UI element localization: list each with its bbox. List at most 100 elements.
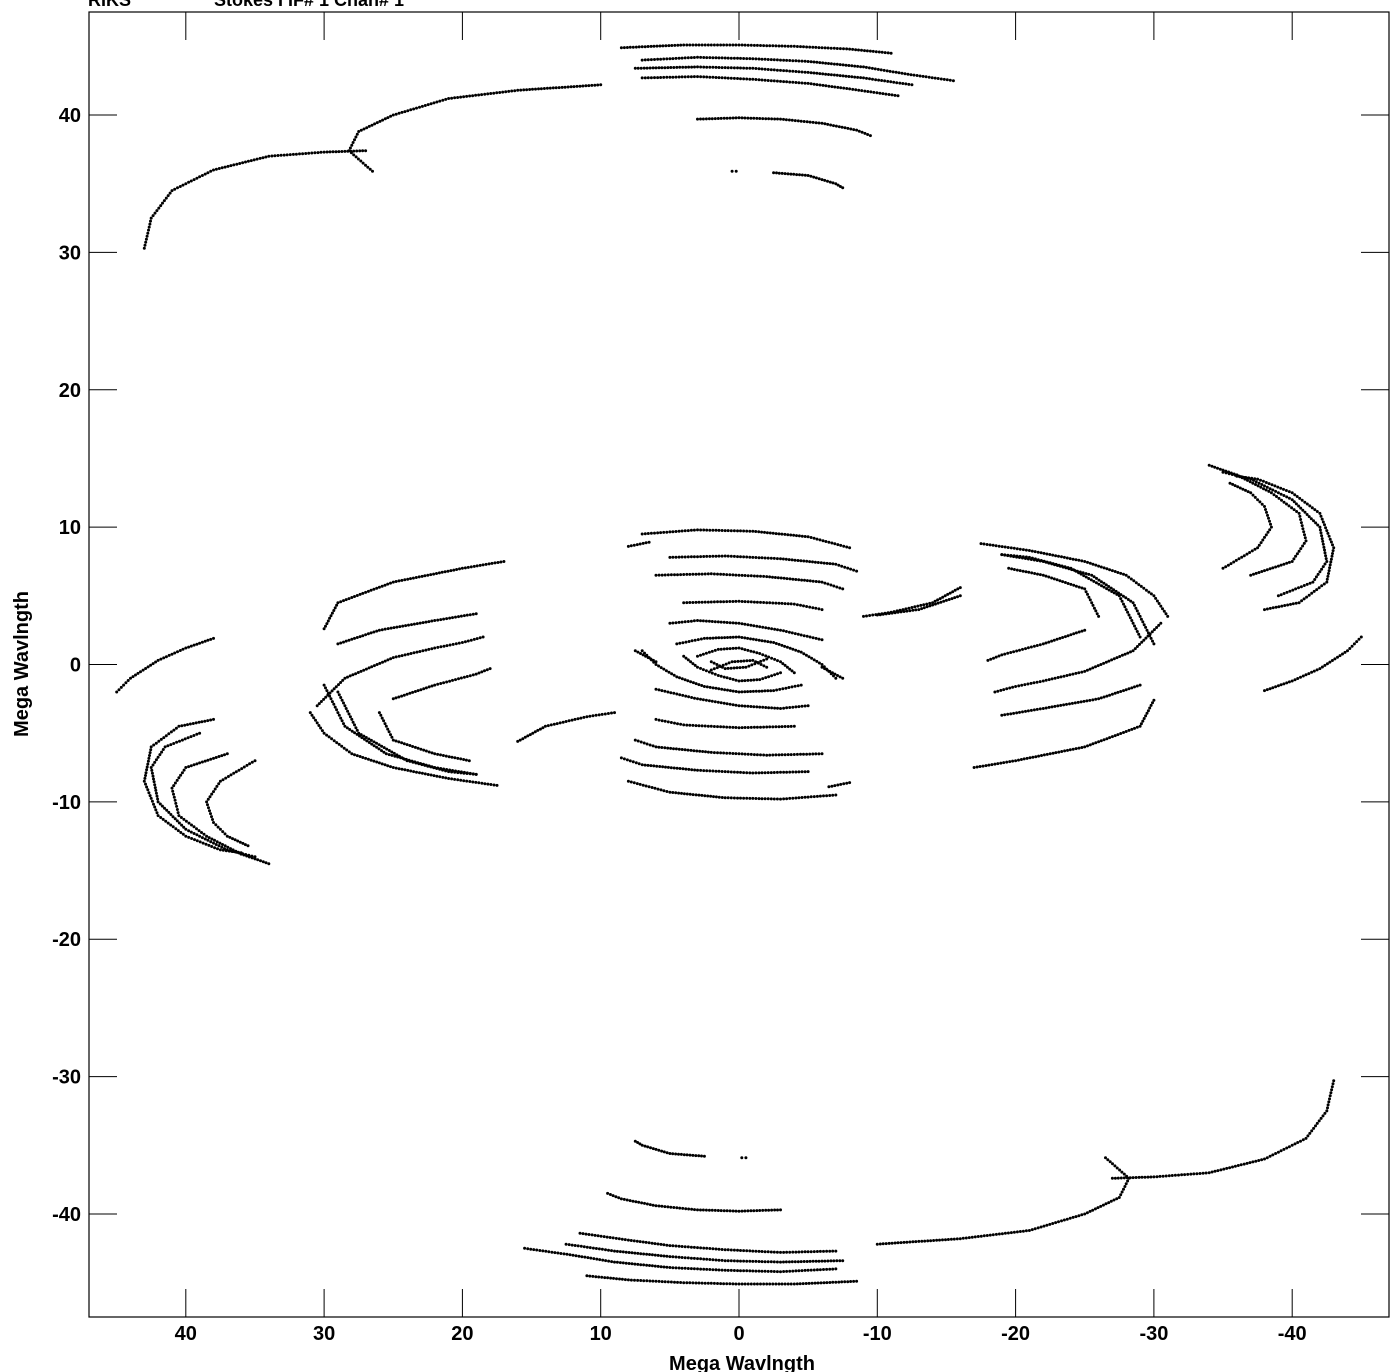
uv-point: [181, 183, 185, 187]
uv-point: [720, 770, 724, 773]
uv-point: [642, 1279, 646, 1283]
uv-point: [1099, 1204, 1103, 1208]
uv-point: [1330, 554, 1334, 558]
uv-point: [444, 97, 448, 101]
uv-point: [782, 629, 785, 633]
uv-point: [336, 690, 340, 694]
uv-point: [1310, 506, 1314, 510]
uv-point: [375, 586, 379, 590]
uv-point: [189, 735, 193, 739]
uv-point: [1039, 559, 1043, 562]
uv-point: [776, 628, 779, 632]
uv-point: [160, 750, 164, 754]
uv-point: [1100, 584, 1103, 588]
uv-point: [415, 106, 418, 110]
uv-point: [1325, 1109, 1329, 1113]
uv-point: [684, 694, 688, 698]
uv-point: [806, 795, 810, 799]
uv-point: [122, 683, 126, 687]
uv-point: [708, 636, 712, 640]
uv-point: [677, 75, 681, 79]
uv-point: [688, 1153, 692, 1157]
uv-point: [1115, 592, 1119, 596]
uv-point: [655, 764, 659, 768]
uv-track: [696, 646, 796, 675]
uv-point: [1299, 547, 1303, 551]
uv-point: [1271, 686, 1275, 690]
uv-point: [728, 702, 732, 706]
uv-point: [734, 169, 738, 173]
uv-point: [729, 770, 733, 774]
uv-point: [760, 797, 764, 801]
uv-point: [685, 572, 689, 576]
uv-point: [793, 632, 797, 636]
uv-point: [763, 1269, 767, 1273]
uv-point: [1180, 1173, 1184, 1177]
uv-point: [813, 560, 817, 564]
uv-point: [1090, 601, 1094, 605]
uv-point: [207, 806, 210, 810]
uv-point: [744, 1156, 748, 1160]
uv-point: [1047, 640, 1051, 644]
uv-point: [1026, 709, 1030, 713]
uv-point: [1307, 515, 1311, 519]
uv-point: [142, 779, 146, 783]
uv-point: [166, 821, 170, 825]
uv-point: [702, 685, 706, 688]
uv-point: [835, 62, 839, 66]
uv-point: [689, 619, 693, 623]
uv-point: [860, 89, 864, 93]
uv-point: [166, 744, 170, 748]
uv-point: [381, 660, 384, 664]
uv-point: [1088, 667, 1092, 671]
uv-point: [1332, 546, 1336, 550]
uv-point: [1054, 751, 1058, 755]
uv-point: [1017, 684, 1021, 688]
uv-point: [818, 538, 822, 542]
uv-point: [799, 650, 803, 654]
uv-point: [779, 68, 782, 72]
uv-point: [660, 66, 664, 70]
uv-point: [774, 44, 778, 48]
uv-point: [672, 747, 675, 751]
uv-point: [1320, 537, 1324, 541]
uv-point: [797, 59, 801, 63]
uv-point: [731, 116, 735, 120]
uv-point: [742, 1259, 746, 1263]
uv-point: [659, 76, 663, 79]
uv-point: [583, 1255, 587, 1259]
uv-point: [742, 555, 746, 559]
uv-point: [828, 1267, 832, 1271]
uv-point: [760, 1250, 764, 1253]
uv-point: [1137, 583, 1141, 587]
uv-point: [674, 1152, 678, 1156]
uv-point: [684, 767, 688, 771]
uv-point: [653, 1242, 657, 1246]
uv-point: [150, 771, 154, 775]
uv-point: [1321, 542, 1325, 546]
uv-point: [739, 77, 742, 81]
uv-point: [1091, 1208, 1095, 1212]
uv-point: [846, 566, 850, 570]
uv-point: [1246, 490, 1250, 494]
uv-point: [880, 50, 884, 54]
uv-point: [242, 853, 246, 857]
uv-point: [225, 834, 229, 838]
uv-point: [619, 46, 623, 50]
uv-point: [1092, 606, 1096, 610]
uv-point: [477, 671, 481, 675]
uv-point: [1313, 578, 1317, 581]
uv-point: [625, 758, 629, 762]
uv-point: [337, 683, 340, 687]
uv-point: [641, 783, 645, 787]
uv-point: [772, 79, 776, 83]
uv-point: [171, 825, 175, 829]
uv-point: [712, 661, 716, 665]
uv-track: [633, 738, 824, 757]
uv-point: [1104, 660, 1108, 664]
uv-point: [1126, 598, 1130, 601]
uv-point: [931, 603, 935, 607]
uv-point: [1291, 588, 1295, 592]
uv-point: [1259, 478, 1262, 482]
uv-point: [1057, 554, 1060, 558]
